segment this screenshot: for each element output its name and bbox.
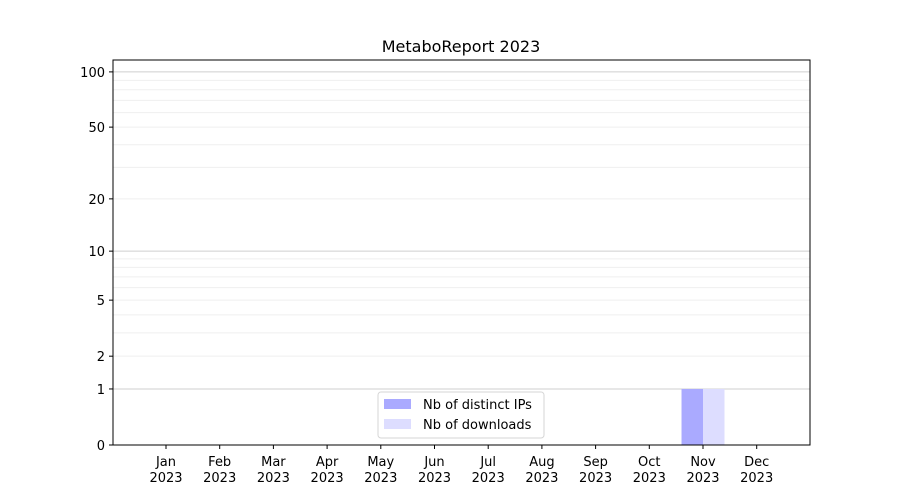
- x-tick-label-month: Aug: [529, 455, 554, 470]
- bar-downloads: [703, 388, 725, 445]
- y-tick-label: 100: [80, 66, 105, 81]
- y-tick-label: 20: [88, 193, 105, 208]
- legend-box: [377, 391, 545, 439]
- x-tick-label-month: May: [367, 455, 394, 470]
- x-tick-label-year: 2023: [203, 471, 236, 486]
- x-tick-label-month: Feb: [208, 455, 231, 470]
- bars: [681, 388, 725, 445]
- x-tick-label-year: 2023: [364, 471, 397, 486]
- x-tick-label-month: Jun: [423, 455, 444, 470]
- x-tick-label-year: 2023: [472, 471, 505, 486]
- legend-label: Nb of downloads: [423, 418, 532, 433]
- grid: [113, 71, 810, 390]
- x-tick-label-month: Jan: [155, 455, 176, 470]
- x-tick-label-month: Sep: [583, 455, 608, 470]
- y-tick-label: 5: [97, 294, 105, 309]
- plot-frame: [112, 59, 811, 446]
- x-tick-label-year: 2023: [740, 471, 773, 486]
- y-axis: 0 1 2 5 10 20 50 100: [80, 66, 113, 454]
- y-tick-label: 1: [97, 383, 105, 398]
- x-tick-label-month: Oct: [638, 455, 660, 470]
- legend-swatch: [384, 399, 411, 409]
- x-tick-label-month: Mar: [261, 455, 286, 470]
- x-tick-label-year: 2023: [633, 471, 666, 486]
- legend: Nb of distinct IPs Nb of downloads: [377, 391, 545, 439]
- x-tick-label-month: Apr: [316, 455, 339, 470]
- chart-title: MetaboReport 2023: [382, 37, 541, 56]
- x-axis: Jan2023Feb2023Mar2023Apr2023May2023Jun20…: [149, 445, 773, 486]
- x-tick-label-month: Nov: [690, 455, 716, 470]
- x-tick-label-year: 2023: [311, 471, 344, 486]
- x-tick-label-month: Dec: [744, 455, 769, 470]
- y-tick-label: 50: [88, 121, 105, 136]
- legend-swatch: [384, 419, 411, 429]
- x-tick-label-year: 2023: [579, 471, 612, 486]
- y-tick-label: 10: [88, 245, 105, 260]
- x-tick-label-year: 2023: [686, 471, 719, 486]
- bar-distinct-ips: [681, 388, 703, 445]
- x-tick-label-year: 2023: [525, 471, 558, 486]
- x-tick-label-year: 2023: [257, 471, 290, 486]
- y-tick-label: 2: [97, 350, 105, 365]
- x-tick-label-year: 2023: [149, 471, 182, 486]
- x-tick-label-year: 2023: [418, 471, 451, 486]
- x-tick-label-month: Jul: [479, 455, 496, 470]
- y-tick-label: 0: [97, 439, 105, 454]
- legend-label: Nb of distinct IPs: [423, 398, 532, 413]
